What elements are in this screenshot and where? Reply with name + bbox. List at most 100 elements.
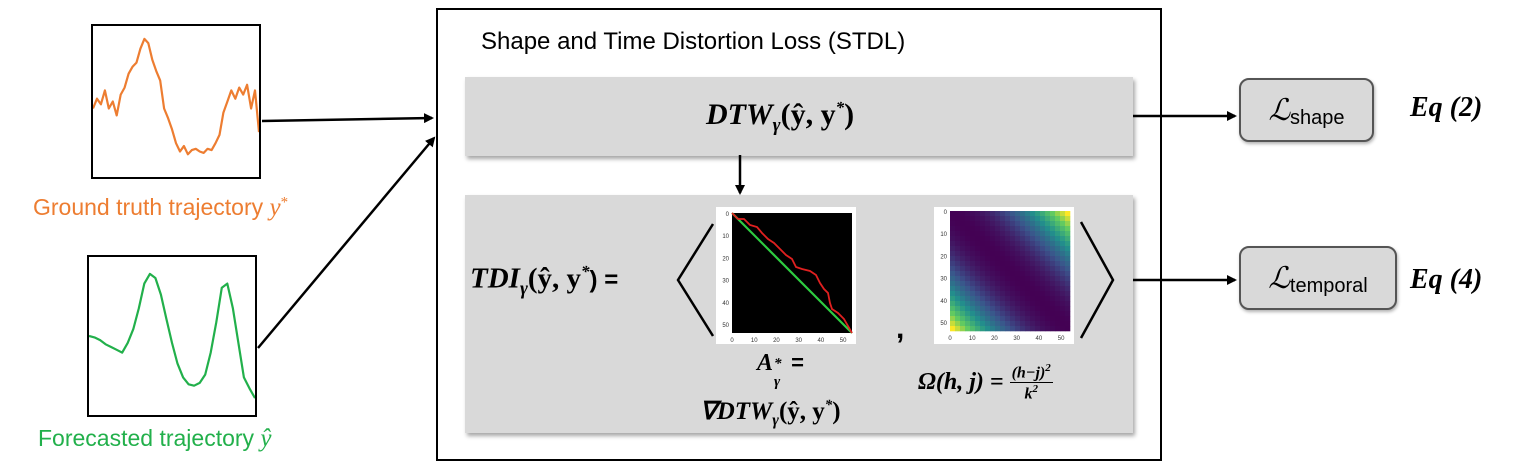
- omega-cell: [1015, 231, 1021, 237]
- omega-cell: [980, 286, 986, 292]
- omega-cell: [970, 271, 976, 277]
- omega-cell: [1010, 311, 1016, 317]
- x-tick-label: 40: [818, 338, 825, 344]
- omega-cell: [990, 296, 996, 302]
- omega-cell: [1030, 261, 1036, 267]
- omega-cell: [980, 256, 986, 262]
- omega-cell: [1055, 256, 1061, 262]
- omega-cell: [980, 226, 986, 232]
- ground-truth-plot: [91, 24, 261, 179]
- omega-cell: [1000, 306, 1006, 312]
- omega-cell: [1000, 296, 1006, 302]
- omega-cell: [1005, 316, 1011, 322]
- omega-cell: [955, 296, 961, 302]
- omega-cell: [1020, 296, 1026, 302]
- omega-cell: [970, 261, 976, 267]
- omega-cell: [1035, 291, 1041, 297]
- omega-cell: [1000, 271, 1006, 277]
- omega-cell: [1035, 236, 1041, 242]
- omega-cell: [1050, 236, 1056, 242]
- omega-cell: [975, 311, 981, 317]
- omega-cell: [1040, 231, 1046, 237]
- omega-cell: [1045, 326, 1051, 332]
- omega-cell: [960, 256, 966, 262]
- omega-cell: [1050, 276, 1056, 282]
- omega-cell: [990, 326, 996, 332]
- omega-cell: [950, 216, 956, 222]
- omega-cell: [960, 316, 966, 322]
- omega-cell: [975, 301, 981, 307]
- omega-cell: [1020, 291, 1026, 297]
- omega-cell: [990, 246, 996, 252]
- omega-cell: [950, 256, 956, 262]
- omega-cell: [1020, 286, 1026, 292]
- omega-cell: [1020, 221, 1026, 227]
- omega-cell: [1060, 311, 1066, 317]
- omega-cell: [1010, 321, 1016, 327]
- omega-cell: [1035, 326, 1041, 332]
- omega-cell: [1015, 221, 1021, 227]
- omega-cell: [970, 276, 976, 282]
- omega-cell: [1065, 256, 1071, 262]
- omega-cell: [1030, 236, 1036, 242]
- omega-cell: [1050, 266, 1056, 272]
- omega-cell: [1030, 241, 1036, 247]
- omega-cell: [1025, 231, 1031, 237]
- x-tick-label: 10: [969, 336, 976, 342]
- omega-cell: [980, 296, 986, 302]
- omega-cell: [1055, 276, 1061, 282]
- omega-cell: [1010, 221, 1016, 227]
- tdi-formula: TDIγ(ŷ, y*) =: [470, 262, 619, 300]
- omega-cell: [990, 316, 996, 322]
- omega-cell: [1060, 256, 1066, 262]
- omega-cell: [960, 241, 966, 247]
- omega-cell: [1055, 271, 1061, 277]
- omega-cell: [1015, 256, 1021, 262]
- omega-cell: [995, 271, 1001, 277]
- omega-cell: [1055, 246, 1061, 252]
- omega-cell: [1065, 276, 1071, 282]
- omega-cell: [1030, 266, 1036, 272]
- omega-heatmap: 0 10 20 30 40 50 0 10 20 30 40 50: [934, 207, 1074, 344]
- omega-cell: [1005, 251, 1011, 257]
- omega-cell: [965, 256, 971, 262]
- omega-cell: [1045, 281, 1051, 287]
- omega-cell: [985, 271, 991, 277]
- y-tick-label: 0: [726, 212, 730, 218]
- omega-cell: [985, 241, 991, 247]
- omega-cell: [1025, 211, 1031, 217]
- omega-cell: [1060, 261, 1066, 267]
- omega-cell: [1050, 251, 1056, 257]
- y-tick-label: 20: [722, 256, 729, 262]
- omega-cell: [1050, 306, 1056, 312]
- omega-cell: [1045, 216, 1051, 222]
- y-tick-label: 20: [940, 254, 947, 260]
- omega-cell: [1040, 306, 1046, 312]
- omega-cell: [965, 266, 971, 272]
- omega-cell: [955, 251, 961, 257]
- omega-cell: [975, 306, 981, 312]
- omega-cell: [955, 256, 961, 262]
- omega-cell: [1025, 241, 1031, 247]
- omega-cell: [990, 231, 996, 237]
- omega-cell: [995, 316, 1001, 322]
- omega-cell: [1035, 216, 1041, 222]
- omega-cell: [1020, 251, 1026, 257]
- omega-cell: [1035, 311, 1041, 317]
- omega-cell: [1020, 271, 1026, 277]
- omega-cell: [1025, 216, 1031, 222]
- omega-cell: [1010, 286, 1016, 292]
- omega-cell: [1015, 211, 1021, 217]
- omega-cell: [1025, 226, 1031, 232]
- omega-cell: [965, 286, 971, 292]
- omega-cell: [970, 296, 976, 302]
- omega-cell: [1015, 246, 1021, 252]
- omega-cell: [1015, 316, 1021, 322]
- omega-cell: [1005, 256, 1011, 262]
- omega-cell: [950, 271, 956, 277]
- omega-cell: [980, 261, 986, 267]
- x-tick-label: 0: [730, 338, 734, 344]
- x-tick-label: 50: [1058, 336, 1065, 342]
- omega-cell: [1060, 241, 1066, 247]
- omega-cell: [965, 291, 971, 297]
